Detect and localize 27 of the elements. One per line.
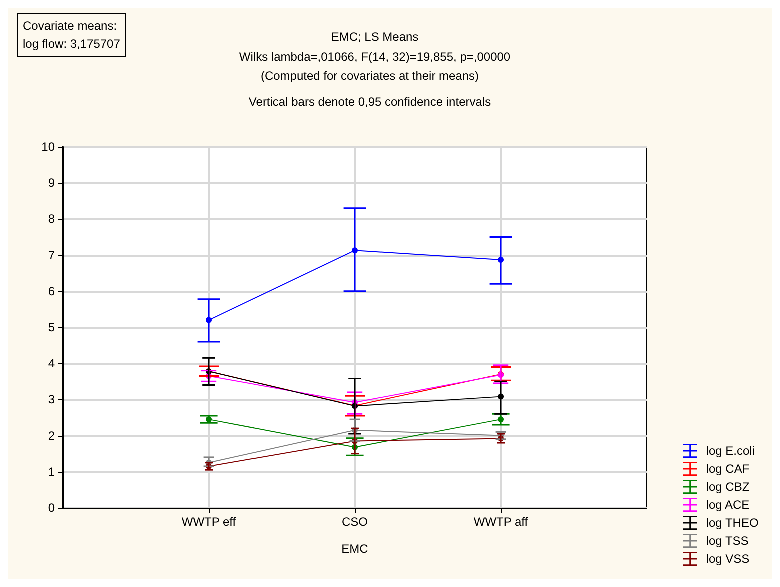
y-tick-label: 6 xyxy=(48,284,56,298)
y-tick-label: 5 xyxy=(48,320,56,334)
legend-label: log CBZ xyxy=(706,480,750,494)
y-tick-label: 9 xyxy=(48,176,56,190)
y-tick-label: 8 xyxy=(48,212,56,226)
y-tick-label: 1 xyxy=(48,464,56,479)
legend-label: log ACE xyxy=(706,498,750,512)
legend-label: log TSS xyxy=(706,534,749,548)
y-tick-label: 0 xyxy=(48,501,56,515)
legend-label: log E.coli xyxy=(706,444,756,458)
chart-subtitle: Wilks lambda=,01066, F(14, 32)=19,855, p=,00000 xyxy=(239,50,511,64)
legend-label: log CAF xyxy=(706,462,750,476)
legend-label: log THEO xyxy=(706,516,759,530)
x-axis-title: EMC xyxy=(342,542,369,556)
x-tick-label: WWTP eff xyxy=(182,515,237,529)
text: Vertical bars denote 0,95 confidence intervals xyxy=(248,95,492,109)
legend-label: log VSS xyxy=(706,552,750,566)
text: Covariate means: log flow: 3,175707 xyxy=(23,19,121,51)
y-tick-label: 7 xyxy=(48,248,56,262)
y-tick-label: 4 xyxy=(48,356,56,371)
y-tick-label: 2 xyxy=(48,428,56,443)
y-tick-label: 10 xyxy=(42,140,56,154)
x-tick-label: CSO xyxy=(342,515,368,529)
chart-title: EMC; LS Means xyxy=(331,30,419,44)
y-tick-label: 3 xyxy=(48,392,56,407)
text: (Computed for covariates at their means) xyxy=(260,69,480,83)
x-tick-label: WWTP aff xyxy=(474,515,529,529)
